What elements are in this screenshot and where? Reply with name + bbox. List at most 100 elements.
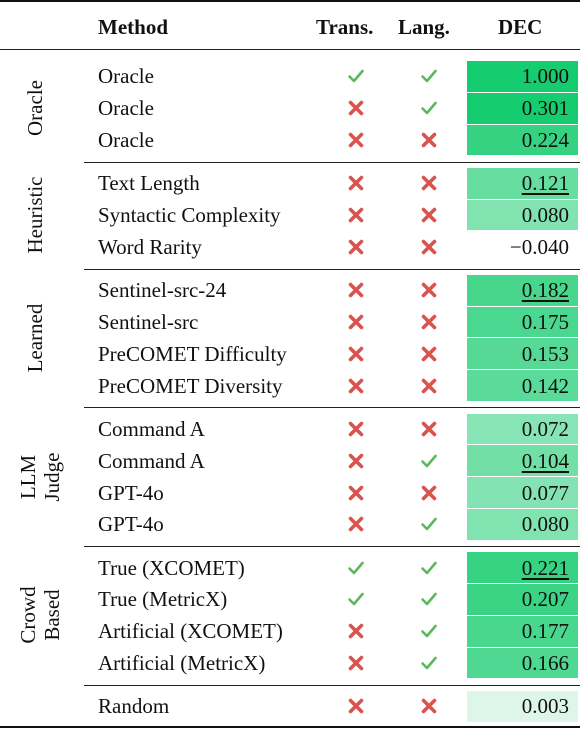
cross-icon xyxy=(421,175,437,191)
method-name: Word Rarity xyxy=(98,234,202,259)
method-name: Command A xyxy=(98,416,205,441)
cross-icon xyxy=(421,346,437,362)
cross-icon xyxy=(348,175,364,191)
cross-icon xyxy=(348,421,364,437)
check-icon xyxy=(421,656,437,670)
method-name: Artificial (XCOMET) xyxy=(98,619,283,644)
method-name: True (XCOMET) xyxy=(98,555,245,580)
dec-heat-cell xyxy=(467,584,578,615)
dec-heat-cell xyxy=(467,124,578,156)
method-name: Text Length xyxy=(98,171,200,196)
cross-icon xyxy=(348,378,364,393)
dec-heat-cell xyxy=(467,690,578,722)
dec-heat-cell xyxy=(467,167,578,199)
method-name: Artificial (MetricX) xyxy=(98,651,266,675)
cross-icon xyxy=(421,378,437,393)
dec-value: 0.104 xyxy=(521,448,569,473)
group-label-line: LLM xyxy=(16,454,40,499)
dec-value: 0.175 xyxy=(521,310,569,334)
group-label: Oracle xyxy=(23,48,49,168)
check-icon xyxy=(421,70,437,83)
header-trans: Trans. xyxy=(316,15,374,39)
cross-icon xyxy=(348,282,364,298)
dec-value: 0.166 xyxy=(521,651,569,675)
method-name: PreCOMET Difficulty xyxy=(98,341,287,366)
cross-icon xyxy=(421,132,437,148)
group-label-line: Crowd xyxy=(16,586,40,644)
dec-heat-cell xyxy=(467,615,578,647)
cross-icon xyxy=(348,453,364,468)
cross-icon xyxy=(421,485,437,500)
check-icon xyxy=(421,561,437,574)
cross-icon xyxy=(348,516,364,532)
header-lang: Lang. xyxy=(398,15,450,39)
method-name: GPT-4o xyxy=(98,480,164,505)
dec-heat-cell xyxy=(467,199,578,231)
dec-heat-cell xyxy=(467,477,578,508)
check-icon xyxy=(348,70,364,83)
check-icon xyxy=(421,624,437,638)
dec-heat-cell xyxy=(467,508,578,540)
method-name: Oracle xyxy=(98,96,154,121)
group-label: Crowd Based xyxy=(16,555,68,675)
group-label-line: Based xyxy=(40,589,64,641)
dec-heat-cell xyxy=(467,274,578,306)
dec-value: 0.182 xyxy=(521,278,569,303)
dec-value: 0.177 xyxy=(521,619,569,644)
table-rule xyxy=(84,545,580,547)
cross-icon xyxy=(348,623,364,639)
method-name: PreCOMET Diversity xyxy=(98,373,283,398)
check-icon xyxy=(348,561,364,574)
dec-heat-cell xyxy=(467,445,578,477)
dec-value: 0.003 xyxy=(521,694,569,719)
group-label-line: Heuristic xyxy=(23,176,47,254)
cross-icon xyxy=(421,421,437,437)
dec-heat-cell xyxy=(467,413,578,445)
dec-value: 0.080 xyxy=(521,512,569,537)
table-rule xyxy=(0,49,580,50)
dec-value: 1.000 xyxy=(521,64,569,89)
dec-heat-cell xyxy=(467,338,578,370)
table-rule xyxy=(84,684,580,686)
dec-value: 0.224 xyxy=(521,128,569,152)
dec-value: 0.221 xyxy=(521,555,569,580)
dec-value: 0.077 xyxy=(521,480,569,505)
cross-icon xyxy=(421,282,437,298)
group-label-line: Judge xyxy=(40,452,64,502)
cross-icon xyxy=(348,655,364,671)
method-name: Sentinel-src xyxy=(98,310,199,334)
dec-value: 0.080 xyxy=(521,203,569,228)
table-rule xyxy=(84,161,580,163)
table-rule xyxy=(0,726,580,729)
cross-icon xyxy=(421,239,437,255)
dec-heat-cell xyxy=(467,92,578,124)
dec-heat-cell xyxy=(467,306,578,338)
check-icon xyxy=(421,517,437,531)
method-name: GPT-4o xyxy=(98,512,164,537)
method-name: Random xyxy=(98,694,170,719)
group-label: Learned xyxy=(23,278,49,398)
group-label-line: Oracle xyxy=(23,80,47,137)
dec-heat-cell xyxy=(467,552,578,583)
dec-value: 0.142 xyxy=(521,373,569,398)
check-icon xyxy=(421,454,437,467)
cross-icon xyxy=(348,132,364,148)
check-icon xyxy=(421,593,437,606)
cross-icon xyxy=(348,346,364,362)
cross-icon xyxy=(421,698,437,714)
method-name: Oracle xyxy=(98,64,154,89)
method-name: Sentinel-src-24 xyxy=(98,278,227,303)
cross-icon xyxy=(421,314,437,330)
dec-heat-cell xyxy=(467,370,578,401)
cross-icon xyxy=(348,239,364,255)
cross-icon xyxy=(348,314,364,330)
dec-value: 0.072 xyxy=(521,416,569,441)
header-dec: DEC xyxy=(498,15,543,39)
check-icon xyxy=(421,101,437,115)
cross-icon xyxy=(348,100,364,116)
method-name: True (MetricX) xyxy=(98,587,228,612)
dec-heat-cell xyxy=(467,647,578,679)
dec-value: 0.153 xyxy=(521,341,569,366)
table-rule xyxy=(84,268,580,270)
